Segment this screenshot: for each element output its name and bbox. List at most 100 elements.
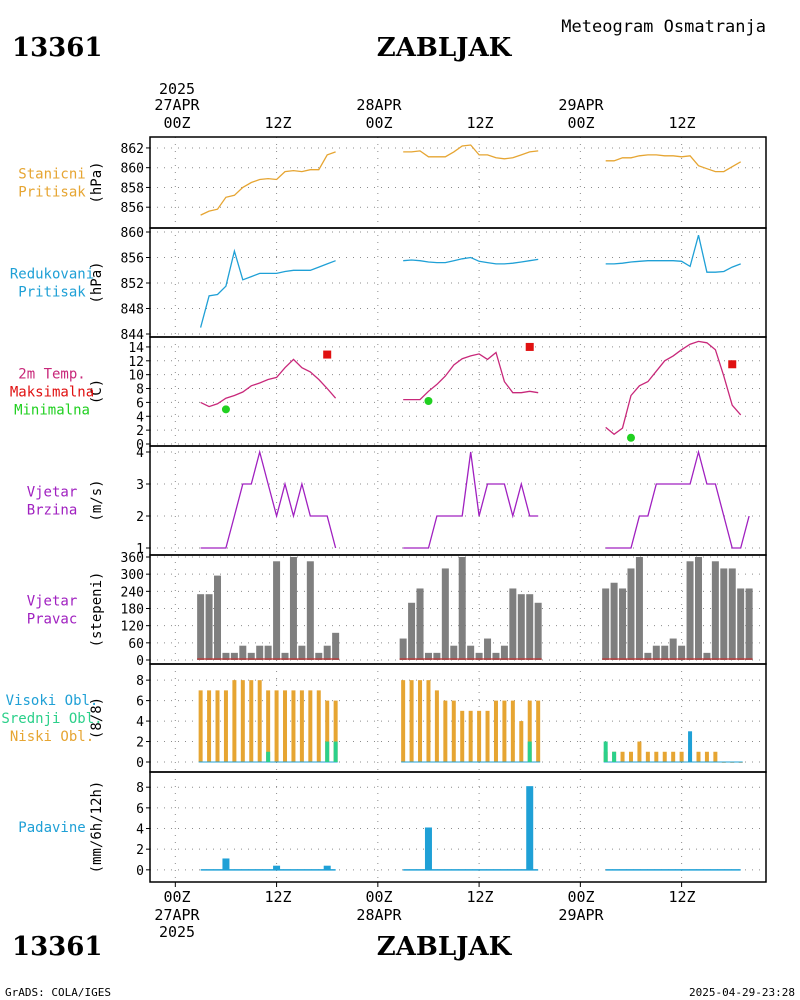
ytick-label-temperatura-6: 12	[128, 355, 144, 370]
winddir-bar	[281, 652, 289, 660]
cloud-low-bar	[426, 680, 431, 762]
series-temperatura-2	[605, 340, 742, 436]
cloud-low-bar	[451, 700, 456, 762]
cloud-low-bar	[628, 751, 633, 762]
hour-bottom-5: 00Z	[567, 888, 594, 906]
label-padavine-0: Padavine	[18, 820, 85, 836]
cloud-low-bar	[662, 751, 667, 762]
series-stanicni_pritisak-0	[200, 151, 336, 216]
ylabel-vjetar_brzina: (m/s)	[89, 479, 105, 521]
precip-bar	[424, 827, 432, 870]
winddir-bar	[298, 645, 306, 660]
cloud-low-bar	[223, 690, 228, 762]
winddir-bar	[500, 645, 508, 660]
ytick-label-vjetar_brzina-1: 2	[136, 510, 144, 525]
hour-bottom-1: 00Z	[163, 888, 190, 906]
cloud-low-bar	[316, 690, 321, 762]
winddir-bar	[711, 561, 719, 660]
label-vjetar_pravac-1: Pravac	[27, 612, 78, 628]
cloud-low-bar	[493, 700, 498, 762]
ytick-label-temperatura-4: 8	[136, 383, 144, 398]
winddir-bar	[669, 638, 677, 660]
series-redukovani_pritisak-1	[403, 256, 539, 265]
ytick-label-padavine-4: 8	[136, 781, 144, 796]
winddir-bar	[222, 652, 230, 660]
winddir-bar	[475, 652, 483, 660]
ytick-label-temperatura-2: 4	[136, 410, 144, 425]
cloud-low-bar	[637, 741, 642, 762]
cloud-low-bar	[266, 690, 271, 762]
cloud-low-bar	[283, 690, 288, 762]
precip-bar	[222, 858, 230, 870]
cloud-mid-bar	[333, 741, 338, 762]
winddir-bar	[635, 557, 643, 660]
cloud-low-bar	[485, 710, 490, 762]
label-vjetar_pravac-0: Vjetar	[27, 594, 78, 610]
ylabel-oblacnost: (8/8)	[89, 697, 105, 739]
panel-vjetar_pravac: 0 60 120 180 240 300 360 (stepeni) Vjetar Pravac	[27, 551, 767, 669]
label-oblacnost-2: Niski Obl.	[10, 729, 94, 745]
precip-bar	[273, 865, 281, 870]
ytick-label-padavine-3: 6	[136, 802, 144, 817]
ytick-label-temperatura-5: 10	[128, 369, 144, 384]
ytick-label-oblacnost-4: 8	[136, 674, 144, 689]
cloud-mid-bar	[527, 741, 532, 762]
ytick-label-vjetar_pravac-2: 120	[121, 620, 144, 635]
label-temperatura-0: 2m Temp.	[18, 367, 85, 383]
winddir-bar	[610, 582, 618, 660]
winddir-bar	[408, 602, 416, 660]
winddir-bar	[273, 561, 281, 660]
cloud-low-bar	[333, 700, 338, 762]
ylabel-stanicni_pritisak: (hPa)	[89, 161, 105, 203]
winddir-bar	[441, 568, 449, 660]
label-stanicni_pritisak-0: Stanicni	[18, 167, 85, 183]
winddir-bar	[686, 561, 694, 660]
tmin-marker	[626, 433, 635, 442]
cloud-mid-bar	[603, 741, 608, 762]
ytick-label-oblacnost-2: 4	[136, 715, 144, 730]
label-redukovani_pritisak-0: Redukovani	[10, 267, 94, 283]
timestamp: 2025-04-29-23:28	[689, 986, 795, 999]
winddir-bar	[694, 557, 702, 660]
panel-oblacnost: 0 2 4 6 8 (8/8)Visoki Obl. Srednji Obl. Niski O…	[1, 663, 767, 773]
winddir-bar	[720, 568, 728, 660]
winddir-bar	[458, 557, 466, 660]
winddir-bar	[467, 645, 475, 660]
label-vjetar_brzina-1: Brzina	[27, 503, 78, 519]
cloud-low-bar	[308, 690, 313, 762]
station-name-top: ZABLJAK	[377, 33, 513, 63]
cloud-low-bar	[443, 700, 448, 762]
ytick-label-oblacnost-3: 6	[136, 695, 144, 710]
winddir-bar	[644, 652, 652, 660]
cloud-high-bar	[688, 731, 693, 762]
year-bottom: 2025	[159, 923, 195, 941]
ytick-label-stanicni_pritisak-1: 858	[121, 181, 144, 196]
winddir-bar	[433, 652, 441, 660]
ytick-label-stanicni_pritisak-2: 860	[121, 162, 144, 177]
winddir-bar	[728, 568, 736, 660]
winddir-bar	[197, 594, 205, 660]
cloud-mid-bar	[266, 751, 271, 762]
label-temperatura-1: Maksimalna	[10, 385, 94, 401]
day-bottom-2: 28APR	[356, 906, 402, 924]
ytick-label-vjetar_pravac-6: 360	[121, 551, 144, 566]
hour-bottom-4: 12Z	[466, 888, 493, 906]
ytick-label-redukovani_pritisak-1: 848	[121, 303, 144, 318]
ytick-label-vjetar_pravac-5: 300	[121, 568, 144, 583]
tmax-marker	[525, 342, 534, 351]
winddir-bar	[678, 645, 686, 660]
ylabel-padavine: (mm/6h/12h)	[89, 781, 105, 874]
winddir-bar	[745, 588, 753, 660]
cloud-low-bar	[325, 700, 330, 762]
day-top-3: 29APR	[558, 96, 604, 114]
precip-bar	[526, 786, 534, 870]
cloud-low-bar	[401, 680, 406, 762]
series-vjetar_brzina-1	[403, 451, 539, 549]
year-top: 2025	[159, 80, 195, 98]
winddir-bar	[484, 638, 492, 660]
ytick-label-temperatura-1: 2	[136, 424, 144, 439]
winddir-bar	[214, 575, 222, 660]
cloud-low-bar	[434, 690, 439, 762]
label-oblacnost-0: Visoki Obl.	[6, 693, 99, 709]
